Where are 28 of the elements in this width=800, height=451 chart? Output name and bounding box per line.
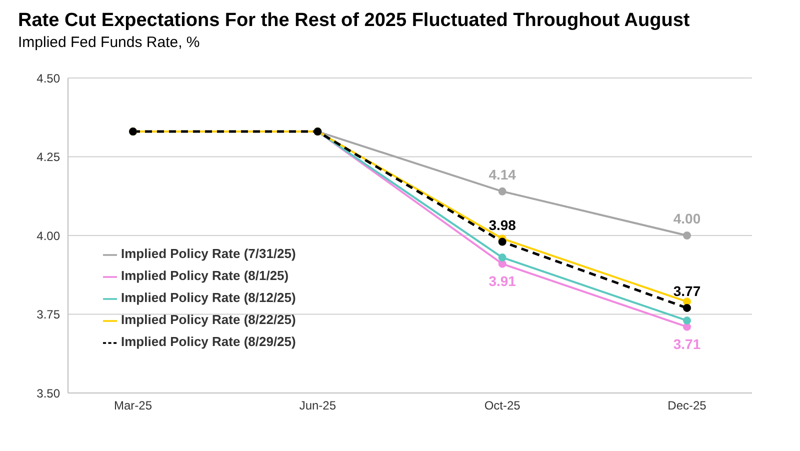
legend-label: Implied Policy Rate (8/1/25) xyxy=(121,268,289,283)
data-label: 3.77 xyxy=(673,282,701,299)
x-tick-label: Mar-25 xyxy=(114,398,152,413)
y-tick-label: 4.50 xyxy=(36,71,60,86)
legend-label: Implied Policy Rate (8/12/25) xyxy=(121,290,296,305)
point xyxy=(498,254,506,262)
point xyxy=(683,304,691,312)
y-tick-label: 3.75 xyxy=(36,308,60,322)
point xyxy=(683,316,691,325)
legend-label: Implied Policy Rate (8/29/25) xyxy=(121,334,296,349)
chart-title: Rate Cut Expectations For the Rest of 2025 Fluctuated Throughout August xyxy=(18,10,690,32)
x-tick-label: Oct-25 xyxy=(484,398,521,413)
point xyxy=(498,238,506,246)
data-label: 3.71 xyxy=(673,336,701,352)
legend-label: Implied Policy Rate (8/22/25) xyxy=(121,312,296,327)
point xyxy=(498,187,506,196)
data-label: 4.00 xyxy=(673,210,701,226)
point xyxy=(683,232,691,240)
x-tick-label: Dec-25 xyxy=(668,398,707,413)
data-label: 3.91 xyxy=(488,272,516,289)
legend-label: Implied Policy Rate (7/31/25) xyxy=(121,246,296,261)
y-tick-label: 4.00 xyxy=(36,228,60,243)
data-label: 3.98 xyxy=(488,216,516,233)
data-label: 4.14 xyxy=(488,166,516,182)
y-tick-label: 3.50 xyxy=(36,386,60,400)
y-tick-label: 4.25 xyxy=(36,150,60,164)
x-tick-label: Jun-25 xyxy=(299,398,336,413)
chart-subtitle: Implied Fed Funds Rate, % xyxy=(18,34,200,51)
